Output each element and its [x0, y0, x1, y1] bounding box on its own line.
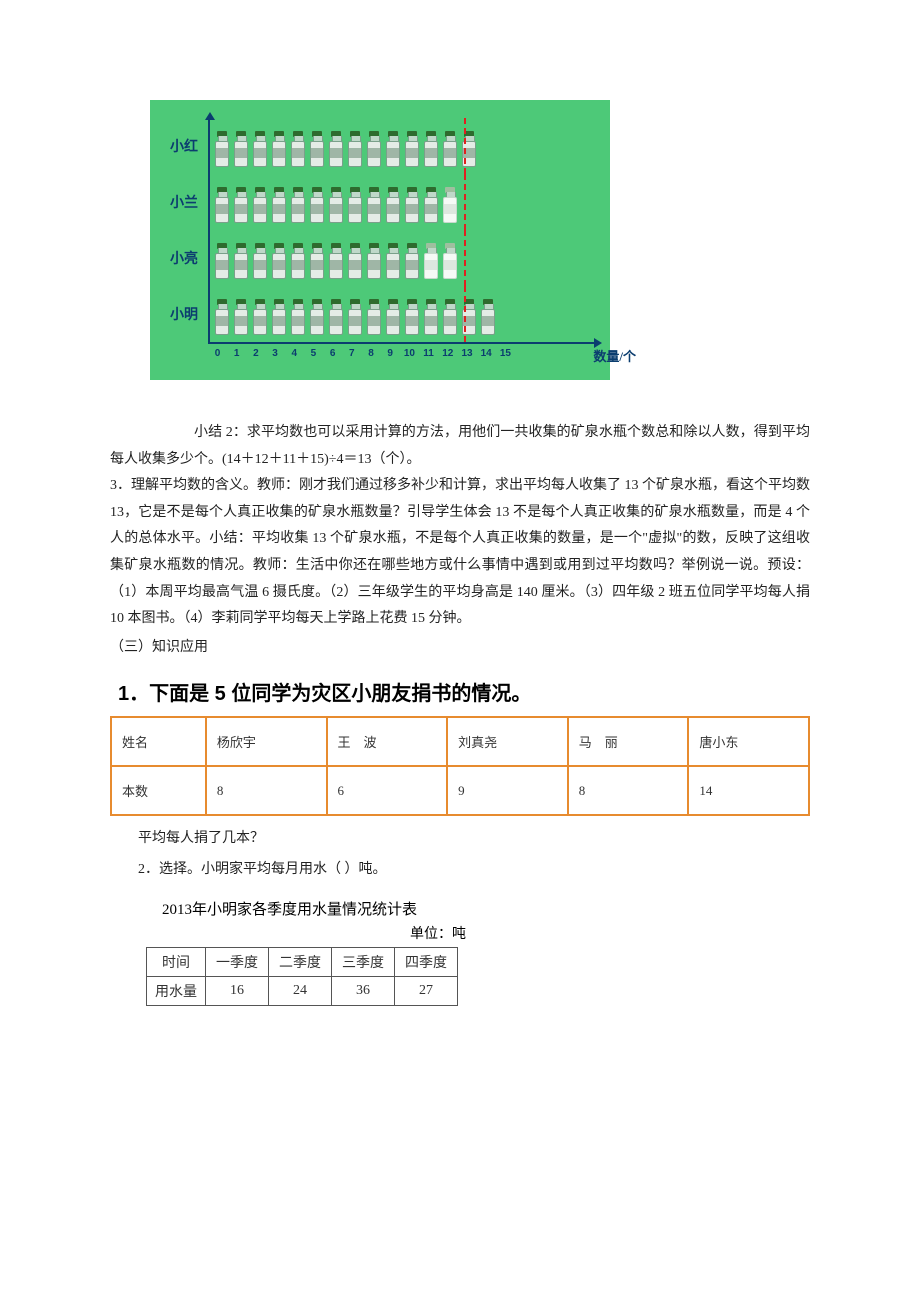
chart-row-label: 小兰 — [164, 192, 204, 212]
summary-2-paragraph: 小结 2：求平均数也可以采用计算的方法，用他们一共收集的矿泉水瓶个数总和除以人数… — [110, 420, 810, 473]
table-header-cell: 姓名 — [111, 717, 206, 766]
bottle-icon — [404, 299, 420, 335]
bottle-icon — [328, 131, 344, 167]
table-cell: 6 — [327, 766, 448, 815]
bottle-icon — [366, 299, 382, 335]
table-cell: 16 — [206, 976, 269, 1005]
table-cell: 8 — [206, 766, 327, 815]
chart-row-label: 小明 — [164, 304, 204, 324]
table-header-cell: 一季度 — [206, 947, 269, 976]
question-1-heading: 1．下面是 5 位同学为灾区小朋友捐书的情况。 — [118, 677, 810, 706]
bottle-icon — [442, 131, 458, 167]
bottle-icon — [347, 243, 363, 279]
bottle-icon — [423, 131, 439, 167]
bottle-icon — [271, 243, 287, 279]
chart-row-label: 小红 — [164, 136, 204, 156]
table-header-cell: 四季度 — [395, 947, 458, 976]
bottle-icon — [423, 187, 439, 223]
chart-row: 小兰 — [164, 174, 596, 230]
table-cell: 27 — [395, 976, 458, 1005]
bottle-icon — [309, 299, 325, 335]
bottle-icon — [290, 243, 306, 279]
x-axis-ticks: 0123456789101112131415 — [212, 348, 511, 359]
water-usage-table: 时间一季度二季度三季度四季度 用水量16243627 — [146, 947, 458, 1006]
table-cell: 24 — [269, 976, 332, 1005]
table-header-cell: 唐小东 — [688, 717, 809, 766]
chart-row: 小亮 — [164, 230, 596, 286]
chart-row: 小明 — [164, 286, 596, 342]
table-header-cell: 马 丽 — [568, 717, 689, 766]
bottle-icon — [233, 131, 249, 167]
bottle-ghost-icon — [442, 187, 458, 223]
table-row-label: 本数 — [111, 766, 206, 815]
water-table-unit: 单位：吨 — [410, 923, 810, 943]
bottle-icon — [385, 131, 401, 167]
table-cell: 8 — [568, 766, 689, 815]
bottle-icon — [214, 299, 230, 335]
bottle-icon — [309, 187, 325, 223]
bottle-icon — [214, 243, 230, 279]
bottle-icon — [233, 243, 249, 279]
bottle-icon — [271, 299, 287, 335]
table-cell: 9 — [447, 766, 568, 815]
bottle-icon — [366, 243, 382, 279]
table-header-cell: 时间 — [147, 947, 206, 976]
bottle-icon — [271, 187, 287, 223]
bottle-icon — [385, 187, 401, 223]
bottle-icon — [404, 243, 420, 279]
bottle-icon — [347, 299, 363, 335]
donation-table: 姓名杨欣宇王 波刘真尧马 丽唐小东 本数869814 — [110, 716, 810, 816]
bottle-icon — [347, 187, 363, 223]
table-header-cell: 三季度 — [332, 947, 395, 976]
bottle-icon — [404, 131, 420, 167]
bottle-icon — [366, 187, 382, 223]
bottle-icon — [214, 131, 230, 167]
question-2-prompt: 2．选择。小明家平均每月用水（ ）吨。 — [110, 857, 810, 884]
bottle-pictograph-chart: 小红小兰小亮小明 0123456789101112131415 数量/个 — [150, 100, 810, 380]
bottle-icon — [309, 131, 325, 167]
bottle-icon — [252, 299, 268, 335]
bottle-icon — [328, 299, 344, 335]
bottle-icon — [290, 131, 306, 167]
bottle-icon — [366, 131, 382, 167]
bottle-icon — [328, 243, 344, 279]
x-axis-title: 数量/个 — [593, 346, 636, 365]
bottle-icon — [423, 299, 439, 335]
bottle-icon — [461, 299, 477, 335]
bottle-icon — [214, 187, 230, 223]
summary-2-text: 小结 2：求平均数也可以采用计算的方法，用他们一共收集的矿泉水瓶个数总和除以人数… — [110, 425, 810, 467]
table-cell: 36 — [332, 976, 395, 1005]
bottle-ghost-icon — [442, 243, 458, 279]
bottle-icon — [252, 187, 268, 223]
question-1-prompt: 平均每人捐了几本？ — [110, 826, 810, 853]
table-header-cell: 王 波 — [327, 717, 448, 766]
bottle-icon — [385, 299, 401, 335]
bottle-icon — [328, 187, 344, 223]
meaning-paragraph: 3．理解平均数的含义。教师：刚才我们通过移多补少和计算，求出平均每人收集了 13… — [110, 473, 810, 633]
bottle-icon — [309, 243, 325, 279]
section-3-title: （三）知识应用 — [110, 635, 810, 662]
bottle-icon — [461, 131, 477, 167]
bottle-icon — [404, 187, 420, 223]
water-table-title: 2013年小明家各季度用水量情况统计表 — [162, 898, 810, 919]
table-cell: 14 — [688, 766, 809, 815]
bottle-icon — [233, 187, 249, 223]
table-header-cell: 杨欣宇 — [206, 717, 327, 766]
bottle-icon — [252, 243, 268, 279]
table-header-cell: 刘真尧 — [447, 717, 568, 766]
table-row-label: 用水量 — [147, 976, 206, 1005]
bottle-icon — [290, 299, 306, 335]
bottle-icon — [442, 299, 458, 335]
bottle-icon — [347, 131, 363, 167]
bottle-ghost-icon — [423, 243, 439, 279]
bottle-icon — [290, 187, 306, 223]
bottle-icon — [385, 243, 401, 279]
table-header-cell: 二季度 — [269, 947, 332, 976]
chart-row: 小红 — [164, 118, 596, 174]
bottle-icon — [480, 299, 496, 335]
bottle-icon — [271, 131, 287, 167]
bottle-icon — [233, 299, 249, 335]
chart-row-label: 小亮 — [164, 248, 204, 268]
bottle-icon — [252, 131, 268, 167]
